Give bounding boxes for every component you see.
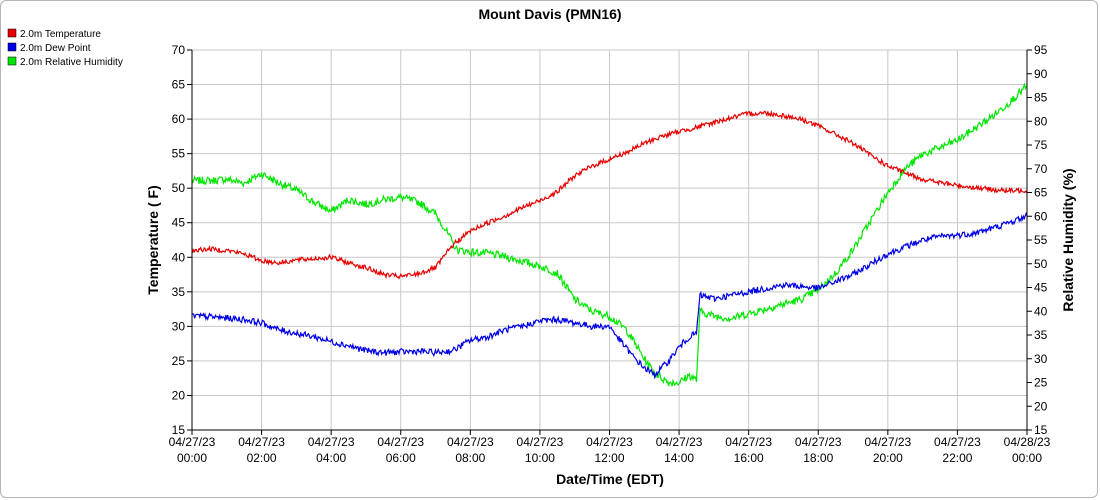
- y-right-tick-label: 15: [1034, 423, 1048, 437]
- x-tick-label-time: 18:00: [803, 451, 833, 465]
- x-tick-label-time: 12:00: [594, 451, 624, 465]
- legend-swatch-dew-point: [7, 42, 17, 52]
- x-tick-label-time: 02:00: [247, 451, 277, 465]
- y-left-tick-label: 25: [172, 354, 186, 368]
- x-tick-label-date: 04/27/23: [934, 435, 981, 449]
- y-left-tick-label: 15: [172, 423, 186, 437]
- x-tick-label-time: 16:00: [734, 451, 764, 465]
- y-right-tick-label: 85: [1034, 91, 1048, 105]
- x-tick-label-date: 04/27/23: [308, 435, 355, 449]
- legend-swatch-temperature: [7, 28, 17, 38]
- x-tick-label-time: 20:00: [873, 451, 903, 465]
- y-left-tick-label: 60: [172, 112, 186, 126]
- x-tick-label-date: 04/27/23: [864, 435, 911, 449]
- y-left-tick-label: 50: [172, 181, 186, 195]
- dew-point-line: [191, 211, 1028, 380]
- y-right-tick-label: 60: [1034, 209, 1048, 223]
- x-tick-label-date: 04/27/23: [377, 435, 424, 449]
- x-tick-label-time: 08:00: [455, 451, 485, 465]
- y-right-tick-label: 40: [1034, 304, 1048, 318]
- x-tick-label-date: 04/27/23: [795, 435, 842, 449]
- x-axis-title: Date/Time (EDT): [556, 471, 664, 487]
- legend-label-temperature: 2.0m Temperature: [20, 29, 101, 40]
- y-axis-left-title: Temperature ( F): [145, 185, 161, 294]
- y-right-tick-label: 30: [1034, 352, 1048, 366]
- y-right-tick-label: 45: [1034, 281, 1048, 295]
- axes: 04/27/23 00:00 04/27/23 02:00 04/27/23 04:00 0…: [169, 43, 1051, 465]
- legend-label-dew-point: 2.0m Dew Point: [20, 43, 91, 54]
- y-right-tick-label: 35: [1034, 328, 1048, 342]
- chart-title: Mount Davis (PMN16): [478, 6, 621, 22]
- x-tick-label-date: 04/27/23: [725, 435, 772, 449]
- temperature-line: [191, 109, 1028, 280]
- y-right-tick-label: 50: [1034, 257, 1048, 271]
- y-left-tick-label: 20: [172, 388, 186, 402]
- x-tick-label-date: 04/27/23: [586, 435, 633, 449]
- y-left-tick-label: 30: [172, 319, 186, 333]
- y-right-tick-label: 25: [1034, 376, 1048, 390]
- series-layer: [191, 82, 1028, 387]
- y-left-tick-label: 65: [172, 78, 186, 92]
- x-tick-label-time: 04:00: [316, 451, 346, 465]
- legend-label-relative-humidity: 2.0m Relative Humidity: [20, 57, 123, 68]
- y-right-tick-label: 80: [1034, 114, 1048, 128]
- x-tick-label-time: 06:00: [386, 451, 416, 465]
- y-left-tick-label: 40: [172, 250, 186, 264]
- y-right-tick-label: 95: [1034, 43, 1048, 57]
- y-left-tick-label: 70: [172, 43, 186, 57]
- y-left-tick-label: 55: [172, 147, 186, 161]
- relative-humidity-line: [191, 82, 1028, 387]
- y-right-tick-label: 55: [1034, 233, 1048, 247]
- y-right-tick-label: 65: [1034, 186, 1048, 200]
- y-right-tick-label: 90: [1034, 67, 1048, 81]
- x-tick-label-time: 22:00: [942, 451, 972, 465]
- grid: [191, 49, 1028, 431]
- y-axis-right-title: Relative Humidity (%): [1060, 168, 1076, 311]
- x-tick-label-date: 04/27/23: [238, 435, 285, 449]
- x-tick-label-time: 10:00: [525, 451, 555, 465]
- x-tick-label-date: 04/27/23: [656, 435, 703, 449]
- y-left-tick-label: 45: [172, 216, 186, 230]
- y-right-tick-label: 20: [1034, 399, 1048, 413]
- x-tick-label-time: 14:00: [664, 451, 694, 465]
- x-tick-label-date: 04/27/23: [447, 435, 494, 449]
- legend-swatch-relative-humidity: [7, 56, 17, 66]
- y-right-tick-label: 75: [1034, 138, 1048, 152]
- x-tick-label-date: 04/27/23: [169, 435, 216, 449]
- y-left-tick-label: 35: [172, 285, 186, 299]
- x-tick-label-time: 00:00: [1012, 451, 1042, 465]
- legend: 2.0m Temperature 2.0m Dew Point 2.0m Rel…: [7, 28, 123, 68]
- x-tick-label-date: 04/27/23: [517, 435, 564, 449]
- y-right-tick-label: 70: [1034, 162, 1048, 176]
- x-tick-label-date: 04/28/23: [1004, 435, 1051, 449]
- x-tick-label-time: 00:00: [177, 451, 207, 465]
